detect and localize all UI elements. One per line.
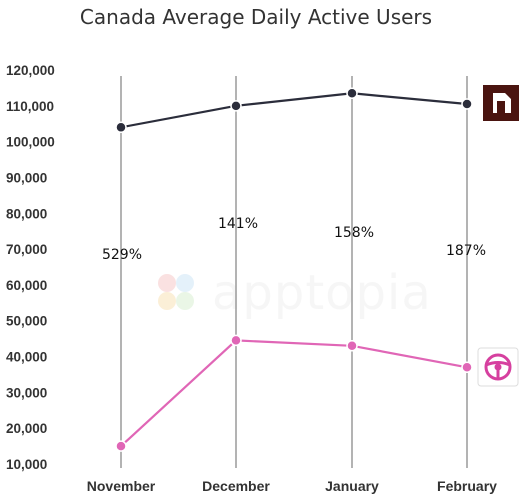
series-layer bbox=[115, 87, 473, 452]
y-tick-label: 100,000 bbox=[6, 135, 55, 150]
apptopia-watermark-text: apptopia bbox=[212, 265, 432, 321]
y-axis: 120,000 110,000 100,000 90,000 80,000 70,000 6… bbox=[6, 63, 55, 472]
series-0 bbox=[115, 87, 473, 134]
y-tick-label: 50,000 bbox=[6, 314, 47, 329]
data-point bbox=[230, 100, 242, 112]
data-point bbox=[115, 440, 127, 452]
data-point bbox=[115, 121, 127, 134]
x-tick-label: November bbox=[87, 478, 156, 494]
y-tick-label: 70,000 bbox=[6, 242, 47, 257]
series-line bbox=[120, 339, 468, 447]
apptopia-flower-icon bbox=[158, 274, 194, 310]
percent-annotations: 529% 141% 158% 187% bbox=[102, 216, 486, 263]
x-tick-label: January bbox=[325, 478, 379, 494]
y-tick-label: 90,000 bbox=[6, 170, 47, 185]
data-point bbox=[346, 87, 358, 100]
apptopia-watermark: apptopia bbox=[158, 265, 432, 321]
data-point bbox=[230, 334, 242, 347]
y-tick-label: 20,000 bbox=[6, 421, 47, 436]
data-point bbox=[461, 98, 473, 110]
x-tick-label: December bbox=[202, 478, 270, 494]
x-axis: November December January February bbox=[87, 478, 497, 494]
percent-label: 187% bbox=[446, 243, 486, 259]
grid-lines bbox=[120, 76, 468, 468]
steering-wheel-icon bbox=[477, 347, 519, 387]
y-tick-label: 60,000 bbox=[6, 278, 47, 293]
percent-label: 529% bbox=[102, 247, 142, 263]
y-tick-label: 80,000 bbox=[6, 206, 47, 221]
chart-title: Canada Average Daily Active Users bbox=[80, 5, 432, 29]
series-1 bbox=[115, 334, 473, 452]
data-point bbox=[461, 361, 473, 374]
y-tick-label: 120,000 bbox=[6, 63, 55, 78]
data-point bbox=[346, 340, 358, 352]
y-tick-label: 10,000 bbox=[6, 457, 47, 472]
y-tick-label: 30,000 bbox=[6, 385, 47, 400]
percent-label: 158% bbox=[334, 225, 374, 241]
percent-label: 141% bbox=[218, 216, 258, 232]
app-logo-dark-red-icon bbox=[483, 85, 519, 121]
y-tick-label: 40,000 bbox=[6, 350, 47, 365]
y-tick-label: 110,000 bbox=[6, 99, 54, 114]
series-line bbox=[120, 92, 468, 129]
x-tick-label: February bbox=[437, 478, 497, 494]
